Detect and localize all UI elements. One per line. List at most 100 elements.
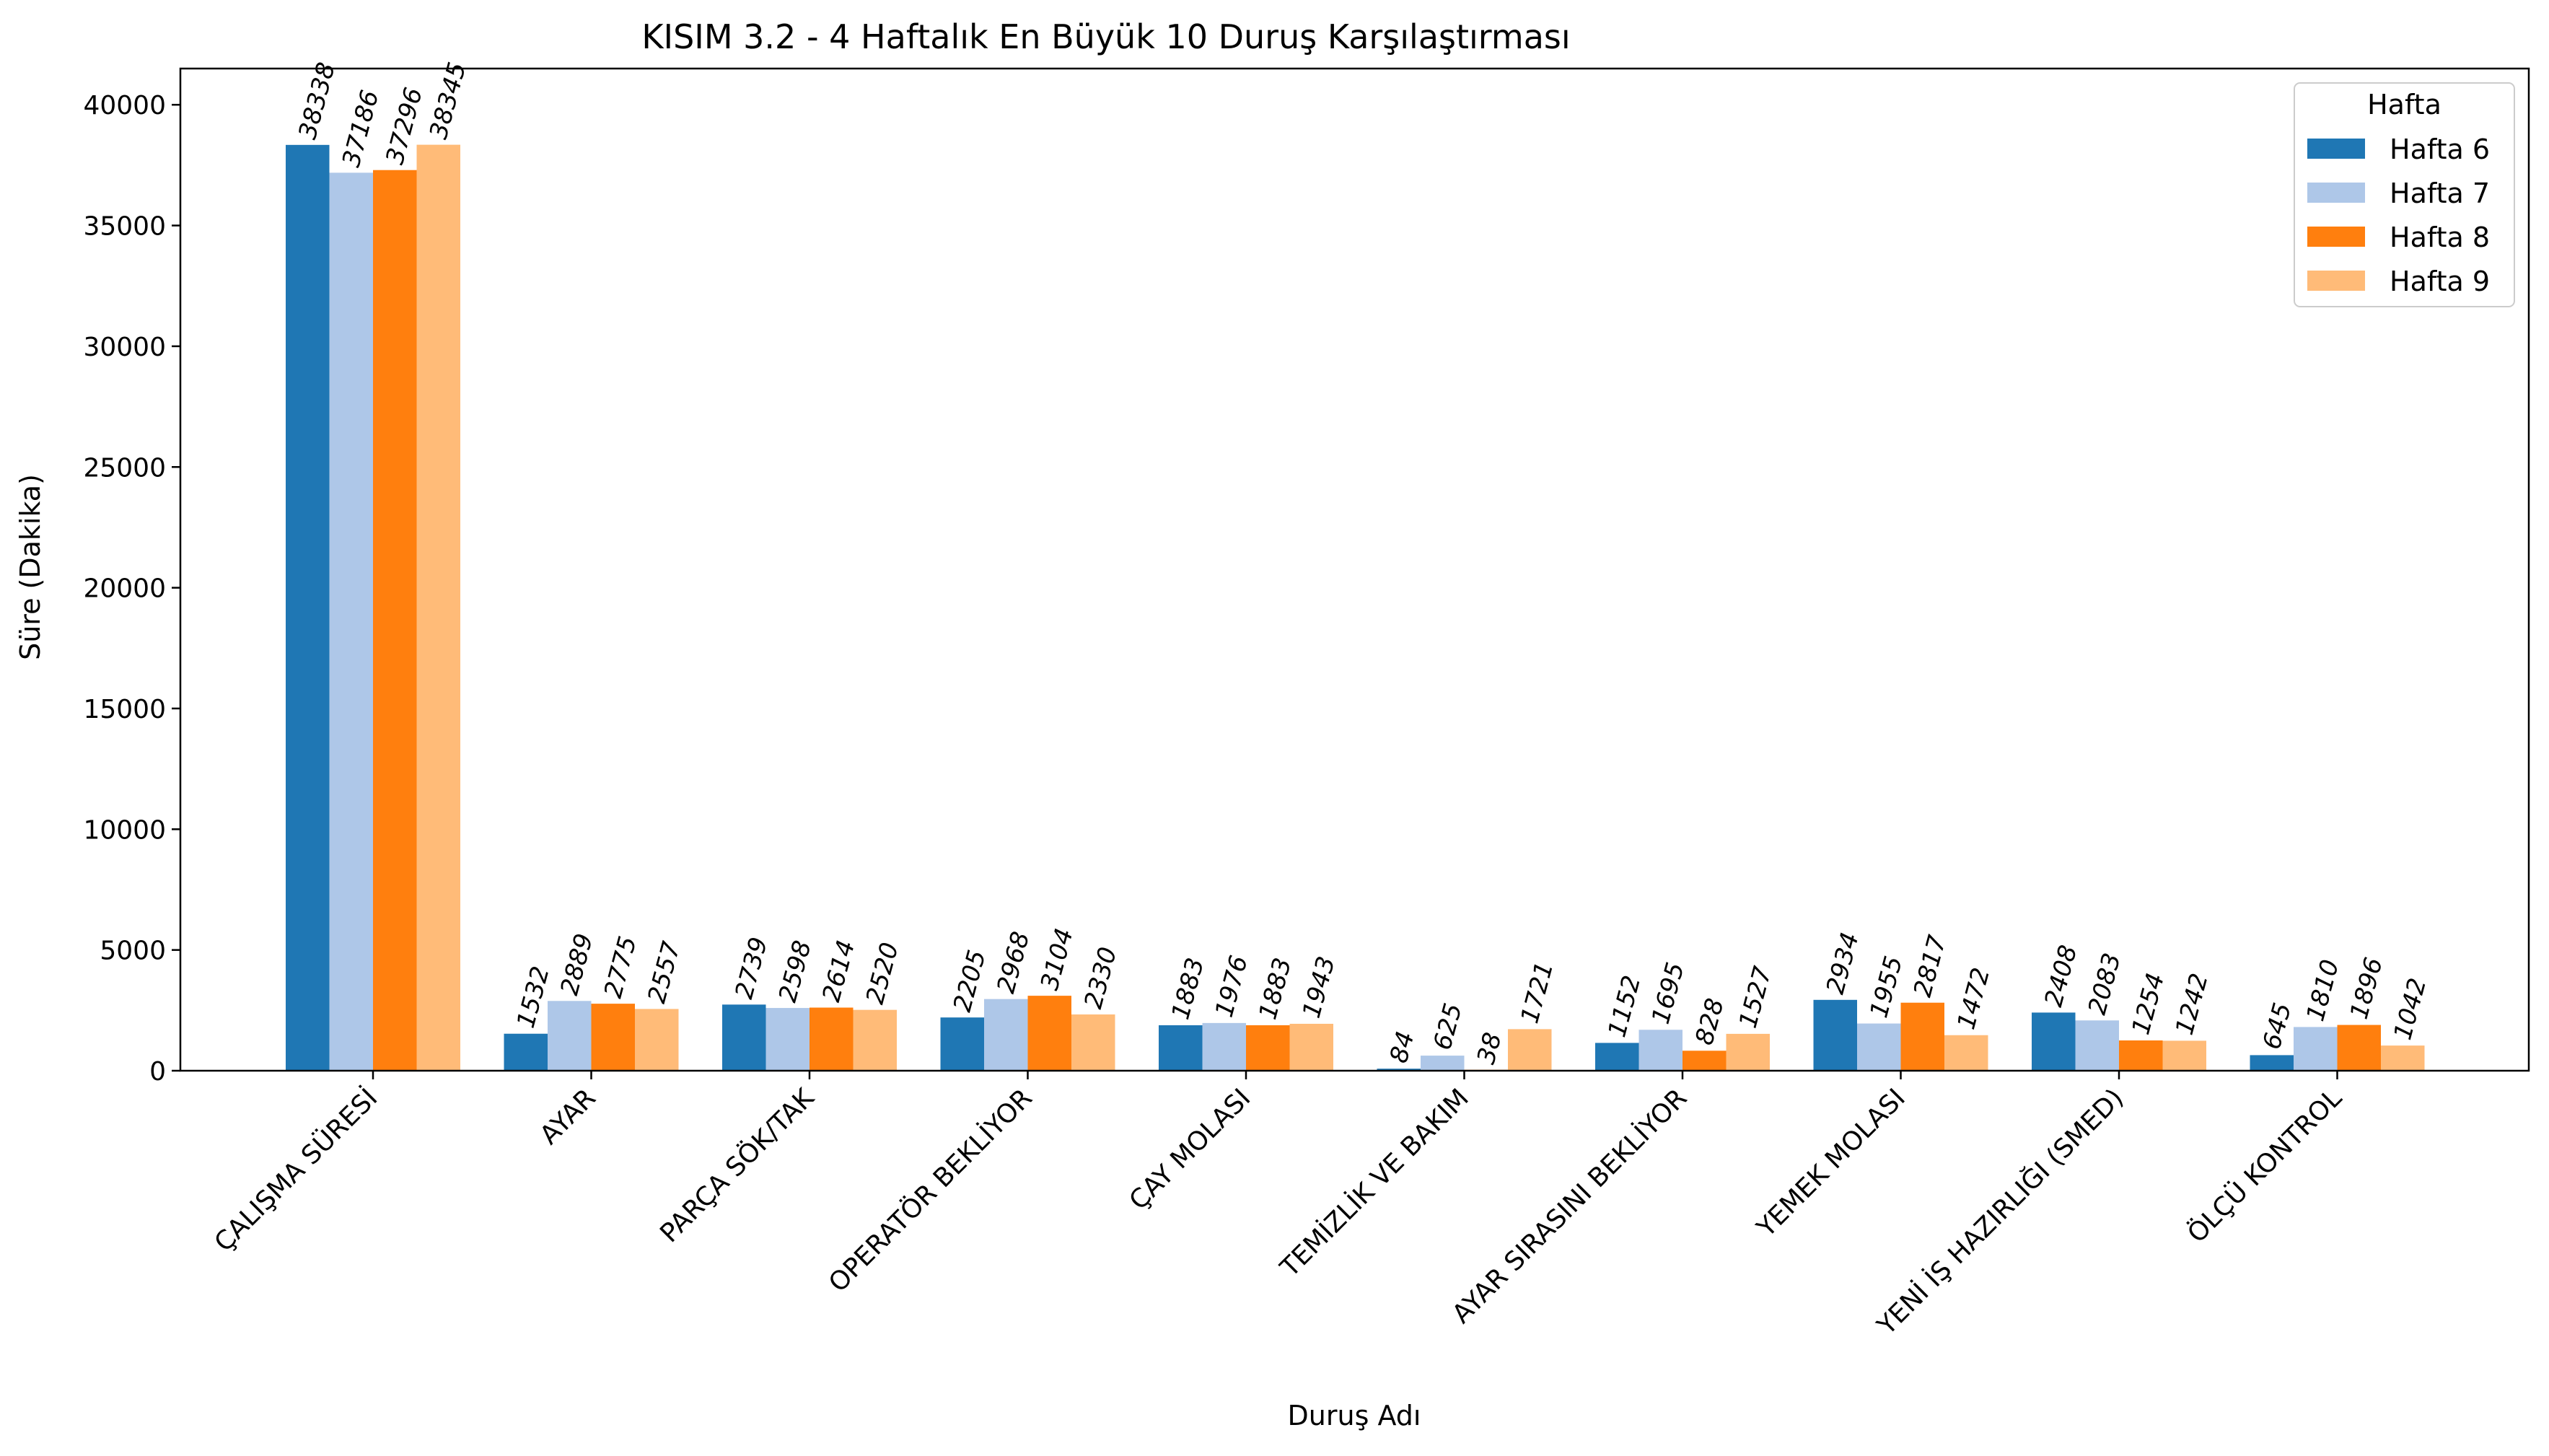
bar [810,1007,854,1071]
bar [984,999,1028,1071]
data-label: 37186 [337,87,385,170]
data-label: 38 [1472,1030,1508,1067]
bar [1246,1025,1290,1071]
bar [329,172,373,1071]
legend-entry: Hafta 7 [2390,177,2490,209]
bar [853,1009,897,1071]
x-tick-label: YEMEK MOLASI [1751,1083,1911,1243]
data-label: 38338 [293,59,341,142]
data-label: 38345 [424,59,473,142]
data-label: 2520 [861,939,905,1007]
x-tick-label: ÇALIŞMA SÜRESİ [209,1083,383,1258]
bars-layer [286,144,2425,1071]
x-tick-label: ÖLÇÜ KONTROL [2182,1083,2348,1249]
bar [2250,1055,2294,1071]
bar [1857,1023,1901,1071]
data-label: 828 [1690,996,1729,1048]
legend-swatch [2307,139,2365,159]
bar [286,144,330,1071]
data-label: 1943 [1297,953,1341,1021]
x-tick-label: OPERATÖR BEKLİYOR [822,1083,1037,1298]
data-label: 2408 [2039,942,2083,1010]
plot-frame [179,67,2530,1072]
data-label: 3104 [1035,926,1079,994]
y-tick-label: 5000 [100,937,166,966]
bar [2162,1040,2206,1071]
data-label: 2775 [599,934,643,1001]
data-label: 2934 [1821,929,1865,997]
data-label: 1472 [1952,965,1996,1032]
data-label: 2330 [1079,944,1123,1012]
bar [2381,1045,2425,1071]
x-tick-label: ÇAY MOLASI [1124,1083,1257,1216]
y-axis-label: Süre (Dakika) [14,474,46,660]
data-label: 2083 [2083,950,2127,1018]
bar [1071,1014,1115,1071]
data-label: 1810 [2301,957,2345,1025]
x-tick-label: PARÇA SÖK/TAK [654,1082,821,1249]
y-tick-label: 40000 [83,91,166,120]
bar [1377,1069,1421,1071]
data-label: 645 [2258,1000,2297,1053]
bar [940,1017,984,1071]
y-tick-label: 20000 [83,574,166,604]
data-label: 1042 [2388,975,2432,1043]
bar [1682,1051,1727,1071]
legend-entry: Hafta 8 [2390,222,2490,253]
data-label: 2598 [773,937,817,1005]
bar [1944,1035,1988,1071]
bar [1900,1002,1944,1071]
data-label: 1976 [1210,952,1254,1020]
x-axis-label: Duruş Adı [1288,1400,1421,1431]
bar [1289,1023,1333,1071]
data-label: 2614 [817,937,861,1005]
data-label: 1896 [2345,955,2389,1022]
x-tick-label: YENİ İŞ HAZIRLIĞI (SMED) [1871,1083,2129,1341]
bar [548,1001,592,1071]
data-label: 84 [1385,1028,1421,1066]
x-tick-label: AYAR SIRASINI BEKLİYOR [1447,1083,1693,1330]
data-label: 1242 [2170,970,2214,1038]
bar [635,1009,679,1071]
data-label: 2739 [729,934,773,1002]
data-label: 1695 [1646,960,1690,1027]
bar [1508,1029,1552,1071]
bar [416,144,460,1071]
y-tick-label: 10000 [83,815,166,845]
data-label: 2817 [1908,932,1952,1000]
data-label: 1527 [1734,963,1778,1031]
legend-title: Hafta [2367,89,2441,120]
legend-swatch [2307,271,2365,291]
bar [1726,1033,1770,1071]
bar [722,1004,766,1071]
legend-swatch [2307,183,2365,203]
y-tick-label: 25000 [83,453,166,483]
bar [1595,1043,1639,1071]
legend-entry: Hafta 9 [2390,266,2490,297]
chart-title: KISIM 3.2 - 4 Haftalık En Büyük 10 Duruş… [641,17,1570,56]
data-label: 1883 [1253,955,1297,1022]
data-label: 1721 [1515,959,1559,1027]
bar [1202,1022,1246,1071]
bar [2294,1027,2338,1071]
bar [1159,1025,1203,1071]
data-label: 2557 [642,938,686,1006]
bar [591,1004,635,1071]
bar [1813,999,1857,1071]
y-tick-label: 30000 [83,333,166,362]
legend-swatch [2307,227,2365,247]
bar [765,1008,810,1071]
data-label: 2968 [991,929,1035,996]
data-label: 625 [1428,1000,1467,1053]
data-label: 1254 [2126,970,2170,1038]
y-tick-label: 0 [149,1057,166,1087]
bar [1421,1056,1465,1071]
y-tick-label: 15000 [83,695,166,724]
legend-entry: Hafta 6 [2390,133,2490,165]
bar [1638,1030,1682,1071]
bar [373,170,417,1071]
bar [2075,1020,2119,1071]
